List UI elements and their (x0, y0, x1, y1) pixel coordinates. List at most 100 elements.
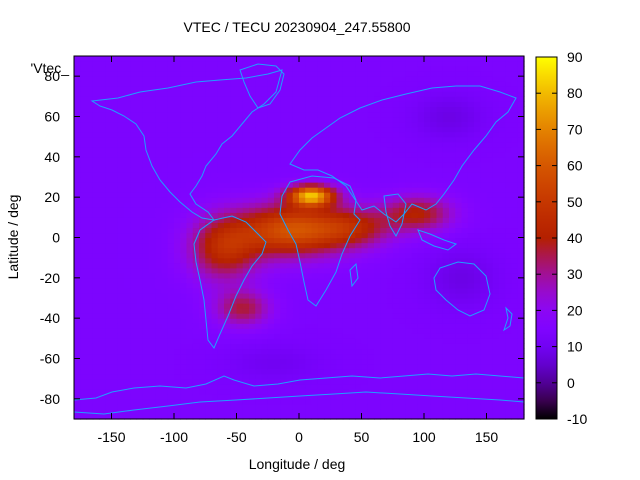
heatmap-cell (117, 81, 125, 87)
heatmap-cell (242, 217, 250, 223)
heatmap-cell (467, 182, 475, 188)
heatmap-cell (342, 91, 350, 97)
heatmap-cell (92, 282, 100, 289)
heatmap-cell (124, 81, 131, 87)
heatmap-cell (336, 171, 344, 178)
heatmap-cell (124, 262, 131, 269)
heatmap-cell (424, 393, 431, 400)
heatmap-cell (461, 403, 469, 410)
heatmap-cell (180, 141, 188, 148)
heatmap-cell (86, 101, 94, 108)
heatmap-cell (386, 197, 394, 203)
heatmap-cell (449, 131, 456, 138)
heatmap-cell (474, 106, 481, 113)
heatmap-cell (199, 403, 206, 410)
heatmap-cell (274, 267, 281, 274)
heatmap-cell (236, 106, 244, 113)
heatmap-cell (105, 227, 113, 234)
heatmap-cell (305, 398, 313, 405)
heatmap-cell (130, 237, 138, 244)
heatmap-cell (167, 101, 175, 108)
heatmap-cell (261, 116, 269, 123)
heatmap-cell (180, 187, 188, 193)
heatmap-cell (286, 313, 294, 319)
heatmap-cell (161, 227, 169, 234)
heatmap-cell (74, 232, 81, 239)
heatmap-cell (167, 136, 175, 143)
heatmap-cell (292, 408, 300, 415)
heatmap-cell (336, 313, 344, 319)
heatmap-cell (261, 71, 269, 77)
heatmap-cell (249, 403, 256, 410)
heatmap-cell (242, 126, 250, 133)
heatmap-cell (461, 151, 469, 158)
heatmap-cell (505, 303, 513, 309)
heatmap-cell (317, 408, 325, 415)
heatmap-cell (255, 81, 263, 87)
heatmap-cell (136, 313, 144, 319)
heatmap-cell (99, 363, 106, 370)
heatmap-cell (155, 121, 163, 128)
heatmap-cell (374, 348, 381, 355)
heatmap-cell (480, 328, 488, 334)
heatmap-cell (236, 86, 244, 92)
heatmap-cell (374, 222, 381, 229)
heatmap-cell (86, 96, 94, 102)
heatmap-cell (180, 328, 188, 334)
heatmap-cell (199, 131, 206, 138)
heatmap-cell (436, 358, 444, 365)
heatmap-cell (230, 272, 238, 279)
heatmap-cell (330, 232, 338, 239)
heatmap-cell (230, 343, 238, 350)
heatmap-cell (280, 171, 288, 178)
heatmap-cell (336, 408, 344, 415)
heatmap-cell (449, 363, 456, 370)
heatmap-cell (442, 121, 450, 128)
heatmap-cell (155, 106, 163, 113)
heatmap-cell (80, 328, 88, 334)
heatmap-cell (74, 413, 81, 420)
heatmap-cell (149, 353, 156, 360)
heatmap-cell (242, 61, 250, 67)
heatmap-cell (424, 111, 431, 118)
heatmap-cell (161, 192, 169, 198)
heatmap-cell (386, 237, 394, 244)
heatmap-cell (274, 292, 281, 299)
heatmap-cell (117, 202, 125, 208)
heatmap-cell (92, 308, 100, 314)
heatmap-cell (99, 86, 106, 92)
heatmap-cell (155, 101, 163, 108)
heatmap-cell (205, 373, 213, 380)
heatmap-cell (442, 298, 450, 304)
heatmap-cell (455, 171, 463, 178)
heatmap-cell (405, 146, 413, 153)
heatmap-cell (386, 353, 394, 360)
heatmap-cell (411, 348, 419, 355)
heatmap-cell (230, 232, 238, 239)
heatmap-cell (411, 328, 419, 334)
heatmap-cell (330, 166, 338, 173)
heatmap-cell (242, 151, 250, 158)
heatmap-cell (367, 303, 375, 309)
heatmap-cell (424, 298, 431, 304)
heatmap-cell (449, 76, 456, 82)
heatmap-cell (361, 192, 369, 198)
heatmap-cell (442, 313, 450, 319)
heatmap-cell (192, 91, 200, 97)
heatmap-cell (149, 161, 156, 168)
heatmap-cell (211, 61, 219, 67)
heatmap-cell (80, 393, 88, 400)
heatmap-cell (80, 247, 88, 254)
heatmap-cell (411, 308, 419, 314)
heatmap-cell (330, 141, 338, 148)
heatmap-cell (449, 86, 456, 92)
heatmap-cell (342, 353, 350, 360)
heatmap-cell (392, 177, 400, 183)
heatmap-cell (124, 308, 131, 314)
heatmap-cell (280, 207, 288, 213)
heatmap-cell (442, 408, 450, 415)
heatmap-cell (392, 328, 400, 334)
heatmap-cell (267, 192, 275, 198)
heatmap-cell (461, 71, 469, 77)
heatmap-cell (205, 318, 213, 324)
